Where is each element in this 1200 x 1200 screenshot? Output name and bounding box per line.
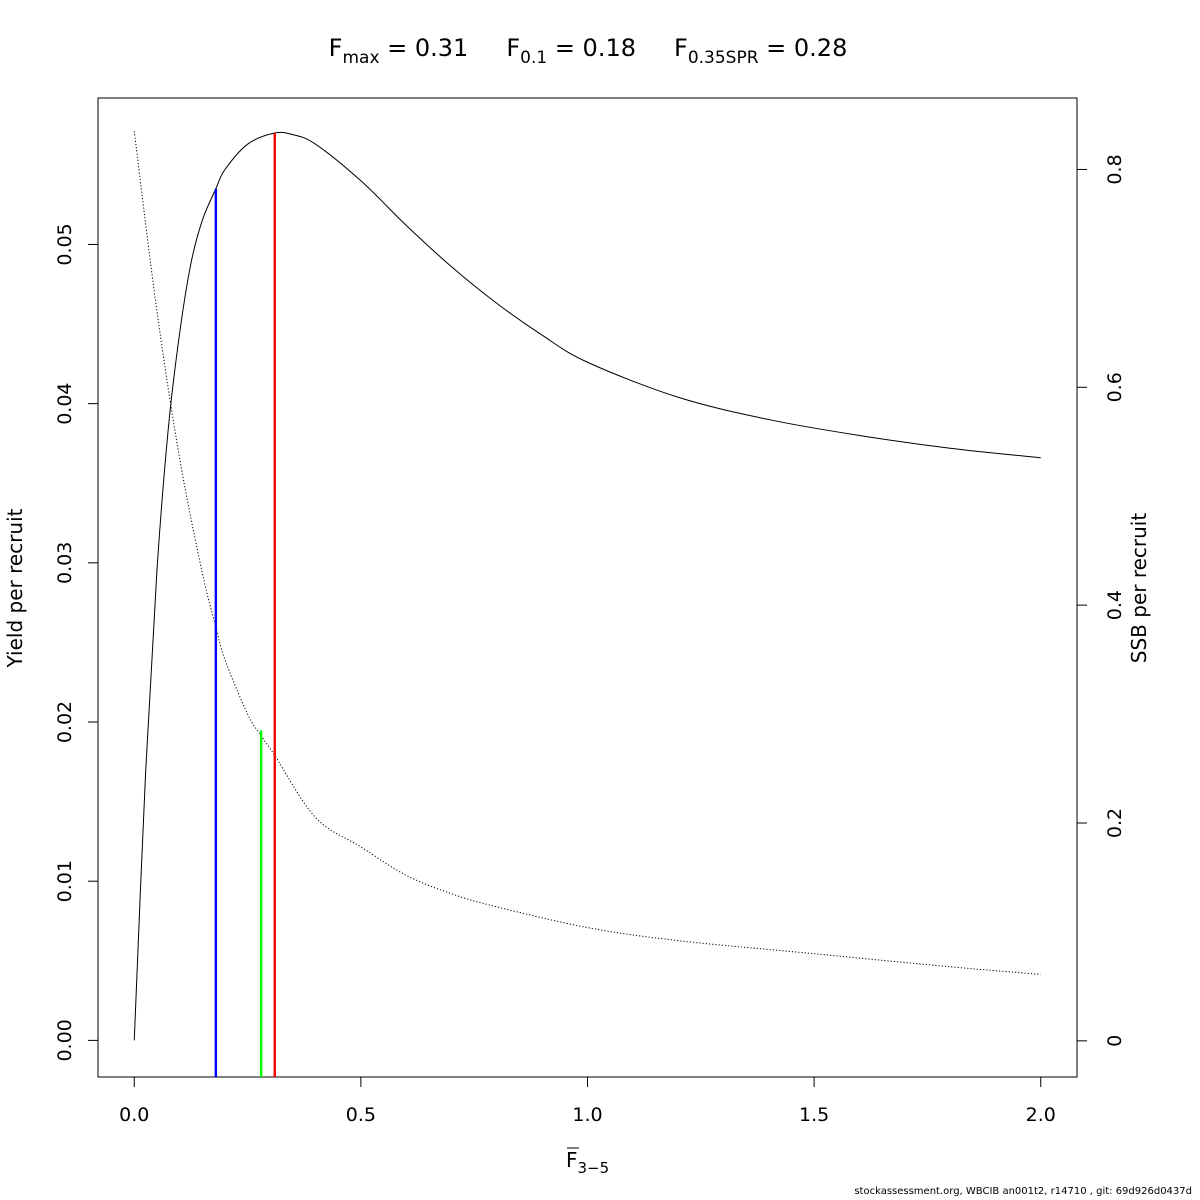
title-part-0-base: F	[329, 34, 343, 62]
y2-tick-label: 0.8	[1104, 154, 1126, 184]
x-axis-label: F3−5	[566, 1147, 609, 1177]
title-part-1-sub: 0.1	[520, 48, 547, 68]
title-part-2-base: F	[674, 34, 688, 62]
y2-axis: 0 0.2 0.4 0.6 0.8	[1076, 154, 1126, 1047]
x-axis-label-text: F3−5	[566, 1148, 609, 1177]
title-part-1-value: = 0.18	[547, 34, 636, 62]
x-tick-label: 1.5	[799, 1104, 829, 1126]
reference-lines	[214, 133, 276, 1077]
x-tick-label: 1.0	[572, 1104, 602, 1126]
plot-frame	[97, 97, 1078, 1078]
x-tick-label: 0.5	[346, 1104, 376, 1126]
x-tick-label: 0.0	[119, 1104, 149, 1126]
y2-tick-label: 0	[1104, 1035, 1126, 1047]
x-tick-label: 2.0	[1026, 1104, 1056, 1126]
ssb-per-recruit-curve	[133, 131, 1041, 975]
y-tick-label: 0.05	[54, 223, 76, 265]
title-part-0-sub: max	[342, 48, 379, 68]
x-axis: 0.0 0.5 1.0 1.5 2.0	[119, 1076, 1056, 1126]
x-label-sub: 3−5	[578, 1159, 610, 1177]
title-part-1-base: F	[506, 34, 520, 62]
y-tick-label: 0.01	[54, 860, 76, 902]
chart-title: Fmax = 0.31 F0.1 = 0.18 F0.35SPR = 0.28	[329, 34, 848, 68]
series-layer	[133, 131, 1041, 1041]
y2-axis-label: SSB per recruit	[1127, 513, 1151, 664]
footer-credit: stockassessment.org, WBCIB an001t2, r147…	[854, 1186, 1192, 1197]
yield-per-recruit-curve	[133, 131, 1041, 1041]
y2-tick-label: 0.2	[1104, 808, 1126, 838]
y-tick-label: 0.04	[54, 382, 76, 424]
y-tick-label: 0.03	[54, 542, 76, 584]
y2-tick-label: 0.6	[1104, 372, 1126, 402]
y-axis: 0.00 0.01 0.02 0.03 0.04 0.05	[54, 223, 99, 1062]
y-tick-label: 0.02	[54, 701, 76, 743]
title-part-0-value: = 0.31	[380, 34, 469, 62]
y2-tick-label: 0.4	[1104, 590, 1126, 620]
title-part-2-value: = 0.28	[759, 34, 848, 62]
y-tick-label: 0.00	[54, 1019, 76, 1061]
x-label-base: F	[566, 1148, 578, 1172]
y-axis-label: Yield per recruit	[3, 508, 27, 668]
title-part-2-sub: 0.35SPR	[688, 48, 759, 68]
